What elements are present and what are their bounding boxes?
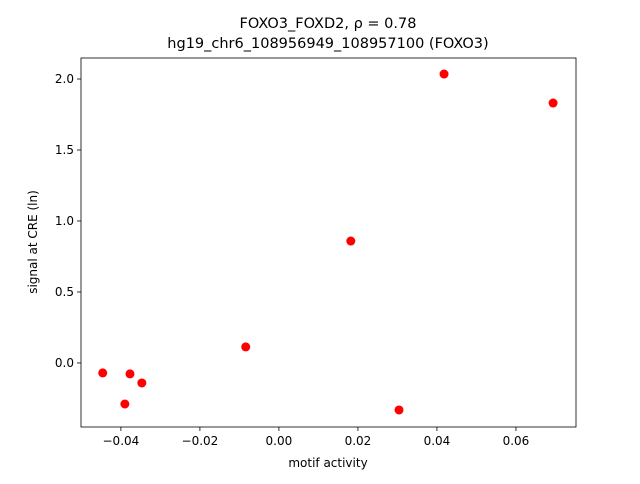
x-tick-label: 0.06 <box>503 434 530 448</box>
chart-subtitle: hg19_chr6_108956949_108957100 (FOXO3) <box>167 36 488 52</box>
y-tick-label: 2.0 <box>55 72 74 86</box>
point <box>241 342 251 352</box>
x-tick-label: 0.00 <box>266 434 293 448</box>
x-tick-label: 0.04 <box>424 434 451 448</box>
point <box>98 368 108 378</box>
y-tick-label: 0.5 <box>55 285 74 299</box>
x-tick-label: −0.02 <box>182 434 219 448</box>
y-tick-label: 1.0 <box>55 214 74 228</box>
point <box>346 236 356 246</box>
x-tick-label: −0.04 <box>103 434 140 448</box>
point <box>439 69 449 79</box>
point <box>394 405 404 415</box>
point <box>125 369 135 379</box>
point <box>548 98 558 108</box>
plot-frame <box>80 57 577 428</box>
point <box>120 399 130 409</box>
point <box>137 378 147 388</box>
x-axis-label: motif activity <box>288 456 367 470</box>
x-tick-label: 0.02 <box>345 434 372 448</box>
y-tick-label: 0.0 <box>55 356 74 370</box>
y-tick-label: 1.5 <box>55 143 74 157</box>
y-axis-label: signal at CRE (ln) <box>26 190 40 294</box>
chart-title: FOXO3_FOXD2, ρ = 0.78 <box>240 16 417 32</box>
